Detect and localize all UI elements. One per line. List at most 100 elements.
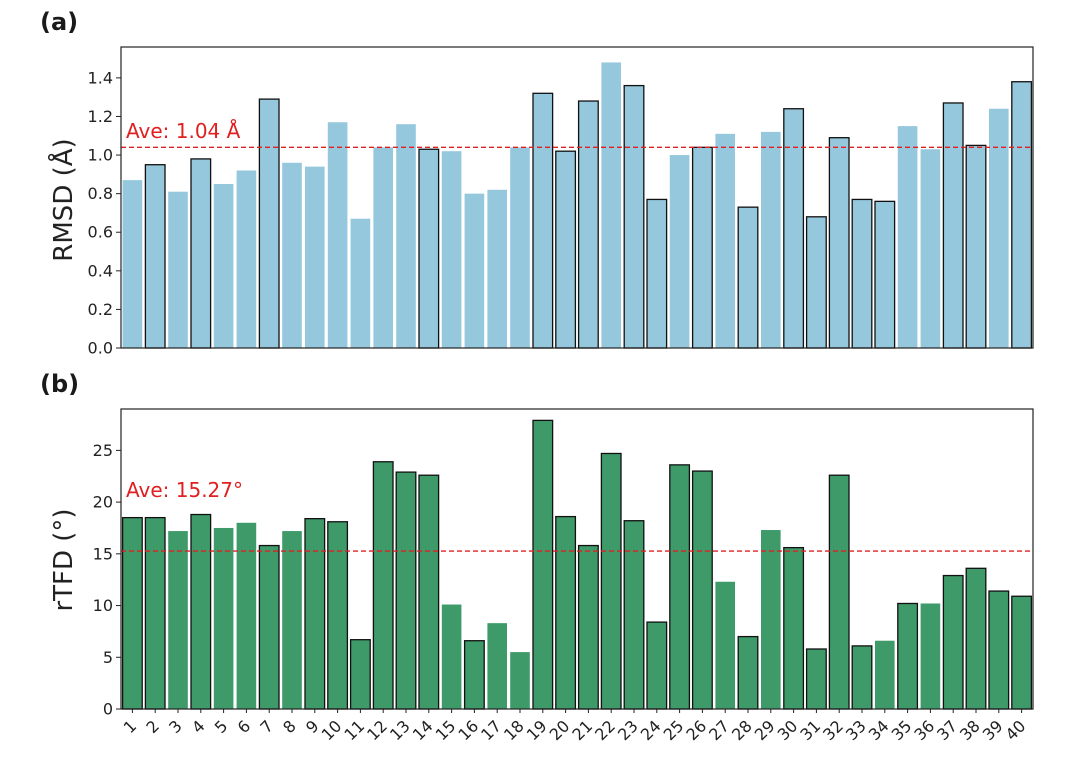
bar-22 <box>600 452 622 710</box>
panel-b-label: (b) <box>40 370 79 398</box>
x-tick-label: 8 <box>279 716 300 737</box>
bar-15 <box>441 604 462 709</box>
bar-23 <box>623 84 645 349</box>
bar-5 <box>213 527 234 709</box>
panel-a-average-label: Ave: 1.04 Å <box>126 119 241 143</box>
bar-10 <box>327 521 349 710</box>
bar-20 <box>555 150 577 349</box>
bar-16 <box>464 193 485 348</box>
bar-2 <box>144 516 166 710</box>
panel-a-y-ticks: 0.0 0.2 0.4 0.6 0.8 1.0 1.2 1.4 <box>88 68 121 358</box>
bar-1 <box>122 180 143 348</box>
bar-39 <box>989 108 1009 349</box>
panel-b-y-ticks: 0 5 10 15 20 25 <box>93 441 121 719</box>
x-tick-label: 4 <box>188 716 209 737</box>
bar-5 <box>213 183 234 348</box>
panel-a-bars <box>122 62 1033 349</box>
bar-18 <box>510 652 530 709</box>
bar-9 <box>304 518 326 710</box>
bar-35 <box>897 126 918 348</box>
y-tick-label: 0.2 <box>88 300 113 319</box>
bar-31 <box>805 216 827 349</box>
bar-40 <box>1011 595 1033 710</box>
bar-25 <box>669 155 690 348</box>
bar-16 <box>463 640 485 710</box>
bar-35 <box>897 602 919 710</box>
panel-a-label: (a) <box>40 8 78 36</box>
bar-6 <box>236 170 257 348</box>
bar-26 <box>691 470 713 710</box>
bar-1 <box>121 516 143 710</box>
x-tick-label: 1 <box>120 716 141 737</box>
bar-24 <box>646 621 668 710</box>
bar-27 <box>715 133 736 348</box>
bar-17 <box>487 189 508 348</box>
x-tick-label: 5 <box>211 716 232 737</box>
bar-12 <box>372 461 394 710</box>
bar-19 <box>532 419 554 710</box>
panel-b-axes-frame <box>120 408 1034 710</box>
bar-25 <box>669 464 691 710</box>
y-tick-label: 0.0 <box>88 339 113 358</box>
x-tick-label: 40 <box>1002 716 1030 744</box>
bar-7 <box>258 544 280 710</box>
panel-a-y-axis-label: RMSD (Å) <box>47 138 79 261</box>
bar-4 <box>190 158 212 349</box>
bar-11 <box>350 218 371 348</box>
y-tick-label: 0.4 <box>88 261 113 280</box>
bar-33 <box>851 198 873 349</box>
bar-30 <box>783 108 805 349</box>
panel-a-axes-frame <box>120 46 1034 349</box>
bar-18 <box>510 147 530 348</box>
bar-3 <box>168 531 188 709</box>
bar-30 <box>783 546 805 710</box>
bar-28 <box>737 635 759 710</box>
bar-32 <box>828 137 850 349</box>
bar-31 <box>805 648 827 710</box>
y-tick-label: 1.4 <box>88 68 113 87</box>
bar-14 <box>418 148 440 349</box>
bar-12 <box>373 147 394 348</box>
y-tick-label: 1.2 <box>88 107 113 126</box>
bar-7 <box>258 98 280 349</box>
y-tick-label: 5 <box>103 648 113 667</box>
bar-33 <box>851 645 873 710</box>
bar-36 <box>920 149 941 348</box>
bar-22 <box>601 62 622 348</box>
x-tick-label: 2 <box>142 716 163 737</box>
bar-26 <box>691 146 713 349</box>
bar-28 <box>737 206 759 349</box>
bar-37 <box>942 102 964 349</box>
bar-17 <box>487 623 508 709</box>
y-tick-label: 0.6 <box>88 223 113 242</box>
x-tick-label: 6 <box>234 716 255 737</box>
bar-24 <box>646 198 668 349</box>
bar-39 <box>988 590 1010 710</box>
bar-37 <box>942 574 964 710</box>
bar-15 <box>441 151 462 348</box>
y-tick-label: 20 <box>93 493 113 512</box>
y-tick-label: 25 <box>93 441 113 460</box>
bar-14 <box>418 474 440 710</box>
bar-23 <box>623 520 645 710</box>
bar-20 <box>555 515 577 710</box>
y-tick-label: 1.0 <box>88 146 113 165</box>
bar-21 <box>577 100 599 349</box>
bar-29 <box>761 530 781 709</box>
panel-b-bars <box>121 419 1033 710</box>
bar-13 <box>395 471 417 710</box>
y-tick-label: 15 <box>93 544 113 563</box>
y-tick-label: 0 <box>103 700 113 719</box>
bar-34 <box>874 200 896 349</box>
bar-40 <box>1011 81 1033 349</box>
panel-b-average-label: Ave: 15.27° <box>126 478 243 502</box>
bar-10 <box>327 122 348 348</box>
bar-2 <box>144 164 166 349</box>
panel-a: (a) RMSD (Å) 0.0 0.2 0.4 0.6 0.8 1.0 1.2 1.4 Av… <box>40 8 1034 358</box>
bar-6 <box>236 522 257 709</box>
bar-27 <box>715 581 736 709</box>
bar-38 <box>965 567 987 710</box>
bar-34 <box>875 640 895 709</box>
